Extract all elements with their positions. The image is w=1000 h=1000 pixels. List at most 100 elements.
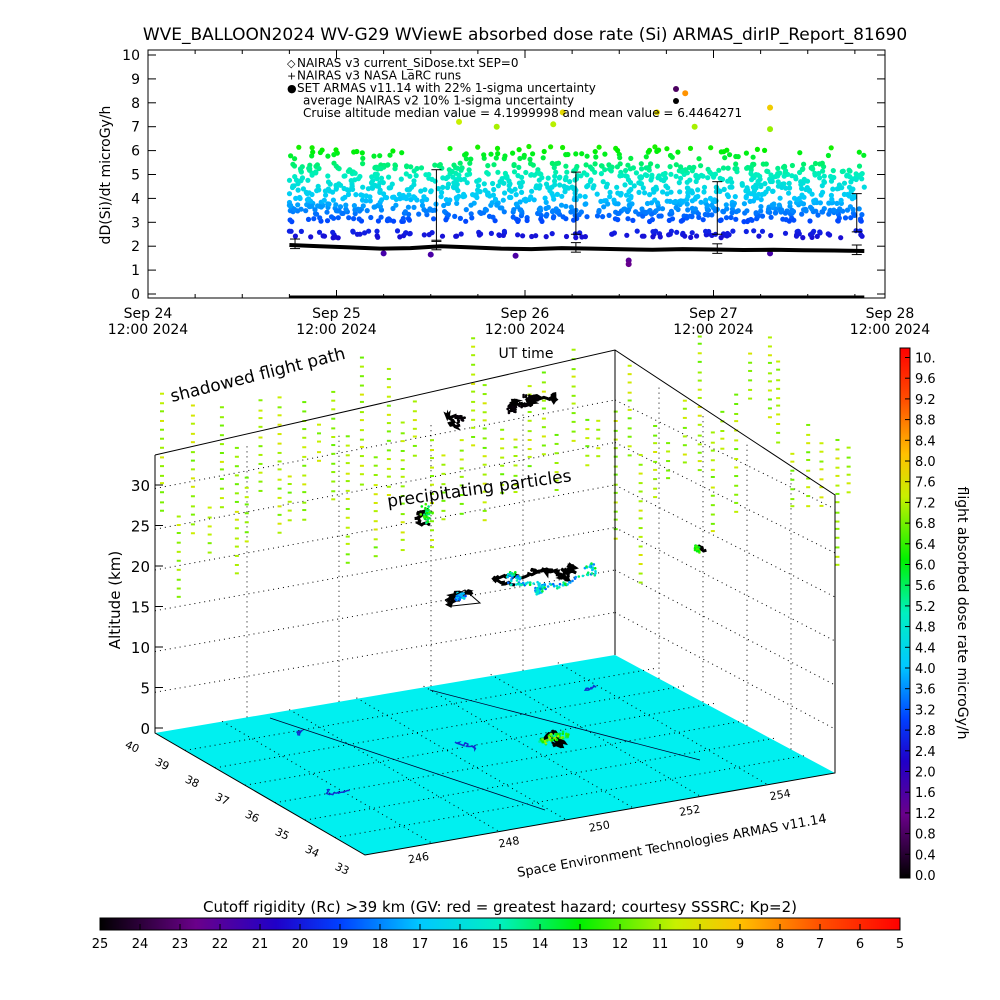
armas-point: [668, 189, 674, 195]
armas-point: [466, 167, 472, 173]
armas-point: [348, 168, 354, 174]
rigidity-tick-label: 6: [856, 937, 864, 952]
armas-point: [557, 182, 563, 188]
flight-track-mid-point: [583, 566, 587, 570]
armas-point: [652, 144, 658, 150]
shadowed-flight-track-left-point: [455, 425, 458, 428]
armas-point: [371, 153, 377, 159]
armas-point: [657, 234, 663, 240]
armas-point: [724, 192, 731, 198]
armas-point: [650, 229, 656, 235]
altitude-tick-label: 30: [131, 477, 150, 495]
armas-outlier-point: [550, 121, 557, 128]
armas-point: [701, 189, 707, 195]
armas-point: [612, 216, 619, 222]
armas-point: [803, 186, 809, 193]
armas-point: [659, 206, 666, 212]
floor-grid-line: [289, 709, 500, 833]
armas-point: [496, 232, 502, 238]
shadowed-flight-track-left-point: [456, 418, 460, 422]
armas-point: [634, 228, 640, 234]
armas-point: [858, 232, 864, 238]
armas-point: [644, 200, 651, 207]
armas-point: [379, 197, 385, 203]
armas-point: [743, 193, 749, 200]
flight-track-mid-point: [526, 581, 530, 584]
armas-point: [321, 197, 327, 203]
altitude-tick-label: 5: [140, 680, 150, 698]
armas-point: [432, 178, 438, 184]
armas-point: [588, 177, 594, 183]
rigidity-tick-label: 17: [412, 937, 429, 952]
armas-point: [539, 218, 545, 224]
flight-track-mid-point: [593, 574, 597, 577]
floor-grid-line: [423, 685, 634, 809]
armas-point: [718, 235, 724, 241]
armas-point: [303, 208, 309, 214]
armas-point: [768, 172, 774, 178]
ground-track-center-point: [561, 732, 565, 735]
armas-point: [630, 165, 637, 171]
armas-point: [502, 190, 508, 196]
armas-point: [305, 216, 312, 222]
armas-point: [625, 216, 631, 222]
armas-point: [667, 164, 673, 170]
armas-point: [298, 178, 304, 184]
armas-point: [745, 187, 751, 193]
armas-point: [556, 175, 562, 181]
armas-point: [757, 182, 764, 188]
armas-point: [709, 212, 715, 218]
x-tick-label-date: Sep 28: [866, 306, 915, 322]
armas-point: [529, 188, 535, 194]
armas-point: [694, 233, 700, 239]
armas-point: [841, 180, 848, 186]
flight-track-mid-point: [577, 575, 581, 578]
legend-marker-black: [673, 98, 679, 104]
armas-point: [729, 210, 735, 216]
armas-point: [775, 165, 781, 171]
armas-point: [563, 203, 569, 209]
armas-outlier-point: [559, 109, 566, 116]
armas-point: [362, 230, 368, 236]
armas-point: [750, 184, 757, 190]
chart-title: WVE_BALLOON2024 WV-G29 WViewE absorbed d…: [143, 25, 907, 45]
armas-point: [421, 194, 427, 200]
armas-point: [286, 202, 292, 208]
armas-point: [474, 194, 480, 201]
armas-point: [544, 211, 550, 218]
armas-point: [333, 186, 339, 192]
armas-point: [485, 163, 491, 169]
armas-point: [783, 217, 789, 223]
armas-point: [693, 194, 699, 200]
armas-point: [560, 214, 566, 220]
armas-point: [759, 228, 766, 234]
armas-point: [519, 189, 525, 195]
colorbar-tick-label: 6.0: [915, 559, 936, 574]
armas-point: [689, 205, 695, 211]
armas-point: [552, 178, 558, 184]
armas-point: [494, 145, 501, 151]
armas-point: [859, 212, 865, 218]
ground-track-center-point: [541, 740, 545, 743]
armas-point: [526, 143, 532, 150]
footer-credit: Space Environment Technologies ARMAS v11…: [516, 812, 828, 881]
flight-track-upper: [414, 508, 433, 527]
armas-point: [502, 153, 508, 159]
armas-point: [476, 232, 482, 238]
armas-point: [678, 164, 684, 170]
armas-point: [349, 183, 355, 189]
armas-point: [326, 201, 332, 207]
armas-point: [786, 180, 792, 186]
armas-point: [769, 202, 775, 208]
ground-track-center-point: [565, 732, 568, 736]
shadowed-flight-track-point: [520, 405, 523, 409]
shadowed-flight-track-point: [514, 408, 517, 411]
armas-point: [756, 191, 762, 197]
armas-point: [719, 176, 726, 182]
armas-point: [360, 203, 366, 209]
armas-point: [828, 178, 835, 184]
armas-point: [287, 217, 293, 223]
shadowed-flight-track-point: [524, 394, 528, 397]
armas-point: [713, 198, 719, 204]
